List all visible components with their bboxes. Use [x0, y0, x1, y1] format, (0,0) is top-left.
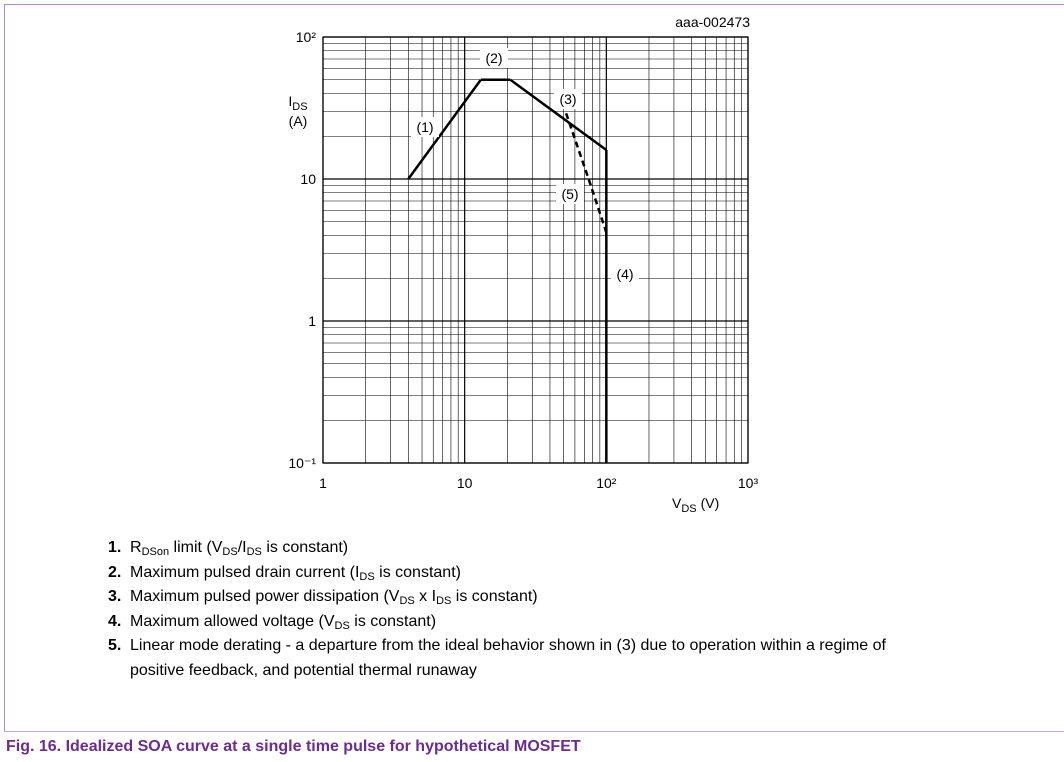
subscript: DSon — [141, 546, 170, 558]
curve-label: (3) — [559, 91, 576, 107]
notes: 1. RDSon limit (VDS/IDS is constant) 2. Max… — [108, 536, 898, 683]
note-number: 4. — [108, 612, 122, 630]
y-tick-label: 10² — [296, 29, 317, 45]
ylabel-sub: DS — [292, 101, 307, 113]
text: is constant) — [261, 539, 349, 556]
note-number: 1. — [108, 539, 122, 556]
subscript: DS — [246, 546, 262, 558]
text: /I — [237, 539, 247, 556]
text: R — [130, 539, 142, 556]
frame — [4, 4, 1064, 731]
x-tick-label: 10² — [596, 475, 617, 491]
y-tick-label: 10⁻¹ — [288, 455, 316, 471]
text: Maximum pulsed power dissipation (V — [130, 588, 400, 605]
text: Maximum allowed voltage (V — [130, 612, 335, 630]
figure-code: aaa-002473 — [675, 14, 750, 30]
plot-frame — [322, 36, 749, 464]
note-text: Linear mode derating - a departure from … — [130, 634, 898, 683]
note: 2. Maximum pulsed drain current (IDS is c… — [108, 561, 898, 586]
note: 4. Maximum allowed voltage (VDS is consta… — [108, 610, 898, 635]
label-box — [480, 48, 508, 68]
note-text: RDSon limit (VDS/IDS is constant) — [130, 536, 348, 561]
label-box — [554, 89, 582, 109]
xlabel-label: VDS (V) — [672, 495, 719, 515]
note-text: Maximum pulsed power dissipation (VDS x … — [130, 585, 538, 610]
xlabel-main: V — [672, 495, 682, 511]
note: 3. Maximum pulsed power dissipation (VDS … — [108, 585, 898, 610]
soa-line — [509, 78, 608, 152]
text: x I — [414, 588, 437, 605]
xlabel-sub: DS — [681, 503, 696, 515]
text: Linear mode derating - a departure from … — [130, 637, 886, 679]
x-tick-label: 10 — [457, 475, 473, 491]
curve-label: (2) — [485, 50, 502, 66]
note-number: 3. — [108, 588, 122, 605]
text: is constant) — [374, 563, 461, 581]
subscript: DS — [436, 595, 452, 607]
note-number: 2. — [108, 563, 122, 581]
label-box — [611, 264, 639, 284]
text: is constant) — [451, 588, 538, 605]
text: is constant) — [349, 612, 437, 630]
y-tick-label: 1 — [308, 313, 316, 329]
x-tick-label: 1 — [319, 475, 327, 491]
label-box — [556, 184, 584, 204]
subscript: DS — [334, 619, 350, 632]
subscript: DS — [359, 570, 375, 583]
curve-label: (4) — [616, 266, 633, 282]
note-text: Maximum allowed voltage (VDS is constant… — [130, 610, 436, 635]
ylabel-main: I — [288, 93, 292, 109]
ylabel-unit: (A) — [289, 113, 308, 129]
soa-line — [564, 112, 608, 233]
subscript: DS — [222, 546, 238, 558]
xlabel-unit: (V) — [701, 495, 720, 511]
note: 5. Linear mode derating - a departure fro… — [108, 634, 898, 683]
text: limit (V — [169, 539, 223, 556]
subscript: DS — [399, 595, 415, 607]
x-tick-label: 10³ — [738, 475, 759, 491]
soa-line — [407, 79, 482, 180]
caption: Fig. 16. Idealized SOA curve at a single… — [4, 731, 1064, 762]
curve-label: (5) — [561, 186, 578, 202]
y-tick-label: 10 — [300, 171, 316, 187]
note-number: 5. — [108, 637, 122, 654]
note-text: Maximum pulsed drain current (IDS is con… — [130, 561, 461, 586]
text: Maximum pulsed drain current (I — [130, 563, 360, 581]
label-box — [411, 117, 439, 137]
curve-label: (1) — [416, 119, 433, 135]
ylabel-label: IDS — [288, 93, 307, 113]
note: 1. RDSon limit (VDS/IDS is constant) — [108, 536, 898, 561]
